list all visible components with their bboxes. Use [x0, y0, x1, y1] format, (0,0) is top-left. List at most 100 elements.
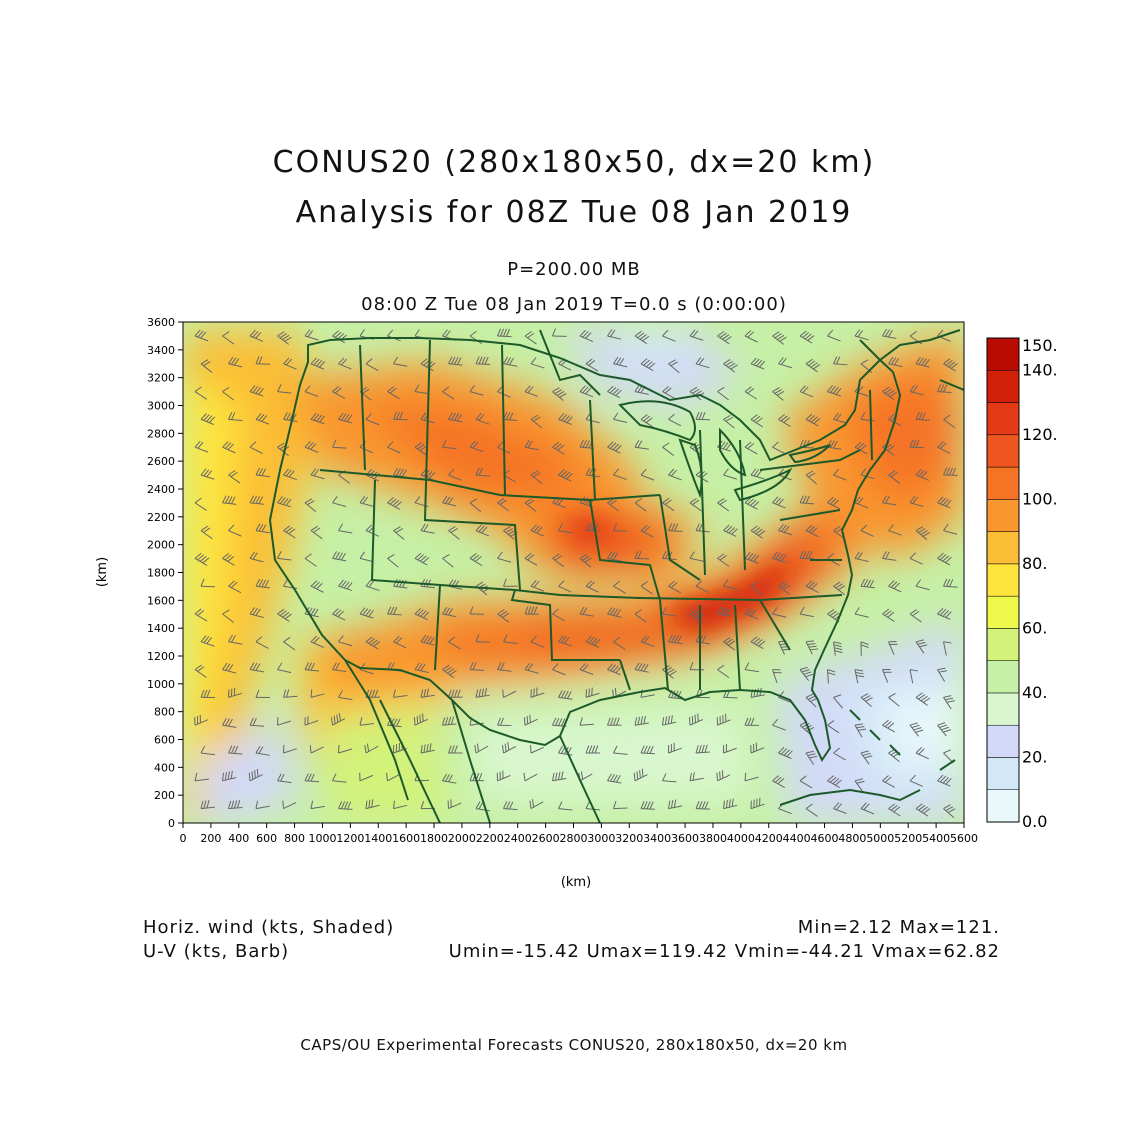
wind-barb	[277, 496, 292, 508]
wind-barb	[448, 745, 463, 754]
wind-barb	[359, 607, 374, 619]
wind-barb	[695, 357, 710, 369]
wind-barb	[387, 497, 402, 510]
wind-barb	[717, 606, 732, 617]
y-tick-label: 3200	[147, 372, 175, 385]
wind-barb	[695, 801, 711, 810]
wind-barb	[750, 581, 763, 596]
wind-barb	[943, 578, 958, 588]
colorbar-bin	[986, 563, 1020, 597]
wind-barb	[827, 669, 836, 684]
wind-barb	[277, 773, 292, 784]
wind-barb	[194, 329, 209, 342]
wind-barb	[750, 468, 765, 480]
wind-barb	[607, 773, 622, 784]
wind-barb	[255, 467, 270, 478]
wind-barb	[332, 386, 346, 399]
wind-barb	[607, 329, 622, 340]
y-tick-label: 1400	[147, 622, 175, 635]
colorbar-bin	[986, 499, 1020, 532]
wind-barb	[772, 441, 786, 455]
wind-barb	[228, 470, 241, 484]
wind-barb	[255, 800, 270, 810]
wind-barb	[915, 526, 931, 540]
wind-barb	[558, 413, 573, 425]
wind-barb	[716, 713, 731, 726]
wind-barb	[552, 387, 567, 401]
wind-barb	[393, 467, 408, 478]
wind-barb	[304, 773, 320, 783]
wind-barb	[662, 606, 677, 617]
wind-barb	[255, 356, 271, 365]
x-tick-label: 5400	[922, 832, 950, 845]
wind-barb	[882, 495, 897, 506]
wind-barb	[255, 689, 271, 699]
wind-barb	[882, 668, 892, 683]
wind-barb	[442, 606, 457, 618]
wind-barb	[943, 467, 958, 476]
wind-barb	[496, 770, 511, 782]
wind-barb	[827, 329, 841, 342]
y-tick-label: 200	[154, 789, 175, 802]
wind-barb	[634, 662, 649, 673]
wind-barb	[332, 551, 347, 562]
field-shaded-label: Horiz. wind (kts, Shaded)	[143, 917, 395, 938]
wind-barb	[613, 800, 628, 810]
wind-barb	[805, 524, 819, 538]
footer-credit: CAPS/OU Experimental Forecasts CONUS20, …	[300, 1036, 848, 1054]
wind-barb	[723, 798, 738, 810]
x-tick-label: 3000	[587, 832, 615, 845]
x-tick-label: 3400	[643, 832, 671, 845]
colorbar-frame	[986, 337, 1020, 823]
wind-barb	[689, 551, 704, 562]
wind-barb	[283, 468, 297, 481]
wind-barb	[744, 607, 759, 620]
wind-barb	[282, 800, 297, 810]
wind-barb	[613, 580, 626, 594]
wind-barb	[558, 469, 573, 482]
wind-barb	[497, 328, 512, 338]
wind-barb	[772, 387, 785, 401]
wind-barb	[393, 635, 407, 649]
colorbar-bin	[986, 660, 1020, 694]
wind-barb	[277, 551, 292, 561]
wind-barb	[662, 773, 677, 783]
wind-barb	[634, 715, 649, 726]
wind-barb	[442, 664, 457, 679]
wind-barb	[640, 745, 656, 755]
wind-barb	[524, 440, 539, 451]
wind-barb	[613, 412, 628, 424]
wind-barb	[387, 606, 402, 616]
wind-barb	[634, 550, 650, 560]
wind-barb	[668, 413, 682, 427]
wind-barb	[497, 662, 512, 672]
colorbar-bin	[986, 789, 1020, 823]
wind-barb	[744, 330, 758, 343]
wind-barb	[249, 441, 263, 454]
wind-barb	[860, 524, 874, 537]
colorbar-label: 120.	[1022, 425, 1058, 444]
wind-barb	[558, 580, 572, 593]
wind-barb	[200, 745, 215, 756]
wind-barb	[662, 442, 675, 456]
wind-barb	[744, 717, 760, 726]
wind-barb	[310, 580, 324, 593]
wind-barb	[338, 579, 353, 591]
wind-barb	[524, 662, 539, 674]
wind-barb	[662, 715, 677, 726]
wind-barb	[717, 497, 730, 512]
wind-barb	[249, 607, 264, 618]
wind-barb	[888, 640, 898, 655]
wind-barb	[393, 689, 408, 698]
wind-barb	[414, 662, 429, 673]
wind-barb	[310, 357, 326, 370]
wind-barb	[915, 692, 931, 706]
wind-barb	[799, 550, 815, 560]
wind-barb	[772, 331, 787, 345]
wind-barb	[943, 804, 956, 819]
x-tick-label: 4400	[783, 832, 811, 845]
wind-barb	[833, 802, 847, 814]
wind-barb	[277, 331, 292, 345]
wind-barb	[420, 743, 435, 754]
wind-barb	[552, 328, 567, 337]
